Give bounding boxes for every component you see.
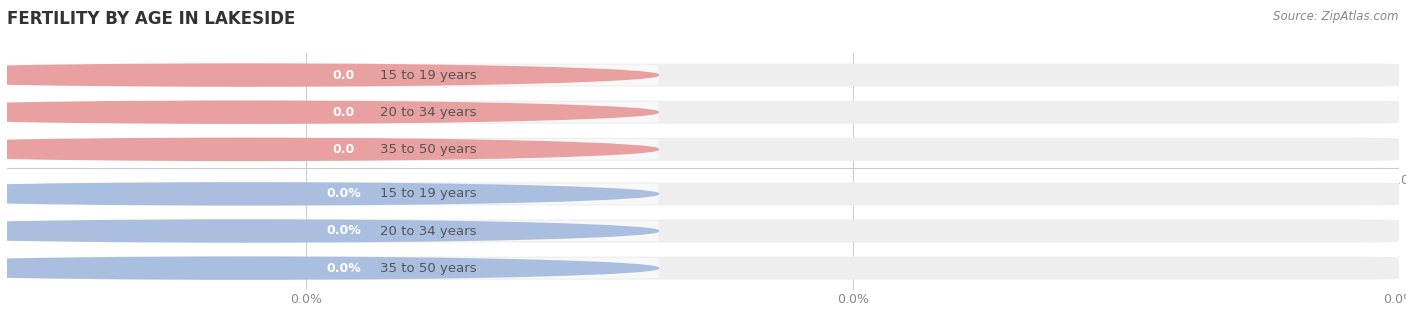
Circle shape: [0, 220, 658, 242]
FancyBboxPatch shape: [311, 103, 377, 121]
Text: 20 to 34 years: 20 to 34 years: [380, 224, 477, 238]
Circle shape: [0, 138, 658, 160]
FancyBboxPatch shape: [152, 139, 658, 160]
Text: 0.0: 0.0: [333, 106, 354, 119]
Text: 15 to 19 years: 15 to 19 years: [380, 187, 477, 200]
Text: 0.0%: 0.0%: [326, 262, 361, 275]
FancyBboxPatch shape: [307, 64, 1399, 86]
FancyBboxPatch shape: [152, 102, 658, 123]
FancyBboxPatch shape: [311, 222, 377, 240]
Text: 0.0: 0.0: [333, 69, 354, 82]
FancyBboxPatch shape: [307, 138, 1399, 161]
Text: 0.0%: 0.0%: [326, 224, 361, 238]
Text: 35 to 50 years: 35 to 50 years: [380, 143, 477, 156]
FancyBboxPatch shape: [152, 258, 658, 279]
Circle shape: [0, 101, 658, 123]
Text: 20 to 34 years: 20 to 34 years: [380, 106, 477, 119]
Text: 0.0%: 0.0%: [326, 187, 361, 200]
FancyBboxPatch shape: [307, 257, 1399, 280]
FancyBboxPatch shape: [311, 259, 377, 277]
Text: 15 to 19 years: 15 to 19 years: [380, 69, 477, 82]
Text: 0.0: 0.0: [333, 143, 354, 156]
Circle shape: [0, 257, 658, 279]
Text: Source: ZipAtlas.com: Source: ZipAtlas.com: [1274, 10, 1399, 23]
Circle shape: [0, 183, 658, 205]
FancyBboxPatch shape: [152, 183, 658, 204]
Circle shape: [0, 64, 658, 86]
FancyBboxPatch shape: [152, 65, 658, 85]
Text: 35 to 50 years: 35 to 50 years: [380, 262, 477, 275]
FancyBboxPatch shape: [307, 182, 1399, 205]
FancyBboxPatch shape: [307, 101, 1399, 124]
FancyBboxPatch shape: [311, 185, 377, 203]
FancyBboxPatch shape: [311, 66, 377, 84]
FancyBboxPatch shape: [311, 141, 377, 158]
FancyBboxPatch shape: [152, 220, 658, 242]
Text: FERTILITY BY AGE IN LAKESIDE: FERTILITY BY AGE IN LAKESIDE: [7, 10, 295, 28]
FancyBboxPatch shape: [307, 219, 1399, 243]
